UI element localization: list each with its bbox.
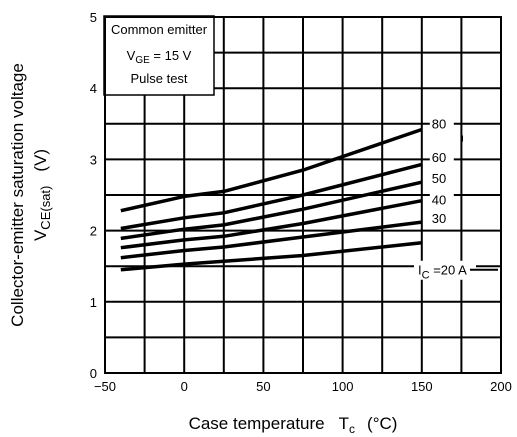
annotation-line3: Pulse test	[130, 71, 187, 86]
x-tick-labels: −50 0 50 100 150 200	[94, 379, 512, 394]
y-axis-title-line2: VCE(sat)(V)	[31, 149, 53, 241]
annotation-box: Common emitter VGE = 15 V Pulse test	[103, 15, 215, 96]
y-tick-labels: 0 1 2 3 4 5	[90, 10, 97, 381]
series-line-2	[120, 162, 423, 231]
series-label-bg	[414, 260, 476, 280]
series-label-80: 80	[432, 116, 446, 131]
series-line-5	[120, 220, 423, 260]
series-line-3	[120, 180, 423, 241]
y-tick-label: 0	[90, 366, 97, 381]
y-axis-title-line1: Collector-emitter saturation voltage	[8, 63, 27, 327]
series-line-6	[120, 240, 422, 272]
x-tick-label: 50	[256, 379, 270, 394]
y-axis-title-line1-group: Collector-emitter saturation voltage	[8, 63, 27, 327]
annotation-line2: VGE = 15 V	[127, 48, 192, 66]
x-tick-label: 200	[490, 379, 512, 394]
plot-frame	[104, 16, 502, 374]
x-tick-label: 150	[411, 379, 433, 394]
x-tick-label: 0	[181, 379, 188, 394]
y-tick-label: 3	[90, 152, 97, 167]
series-label-50: 50	[432, 171, 446, 186]
series-label-40: 40	[432, 193, 446, 208]
series-label-bg	[429, 209, 454, 228]
series-lines	[120, 127, 423, 272]
series-line-4	[120, 198, 423, 250]
series-label-bg	[429, 114, 454, 133]
series-line-1	[120, 127, 423, 213]
y-tick-label: 5	[90, 10, 97, 25]
x-tick-label: 100	[332, 379, 354, 394]
series-label-bg	[429, 190, 454, 209]
series-label-bg	[429, 169, 454, 188]
y-tick-label: 2	[90, 224, 97, 239]
y-axis-title-line2-group: VCE(sat)(V)	[31, 149, 53, 241]
series-label-ic: IC =20 A	[418, 263, 467, 282]
x-tick-label: −50	[94, 379, 116, 394]
x-axis-title: Case temperature Tc (°C)	[189, 414, 398, 436]
series-label-60: 60	[432, 150, 446, 165]
series-labels: 80 60 50 40 30 IC =20 A	[414, 114, 498, 282]
series-label-bg	[429, 147, 454, 166]
y-tick-label: 1	[90, 295, 97, 310]
series-label-30: 30	[432, 211, 446, 226]
annotation-line1: Common emitter	[111, 22, 208, 37]
y-tick-label: 4	[90, 81, 97, 96]
